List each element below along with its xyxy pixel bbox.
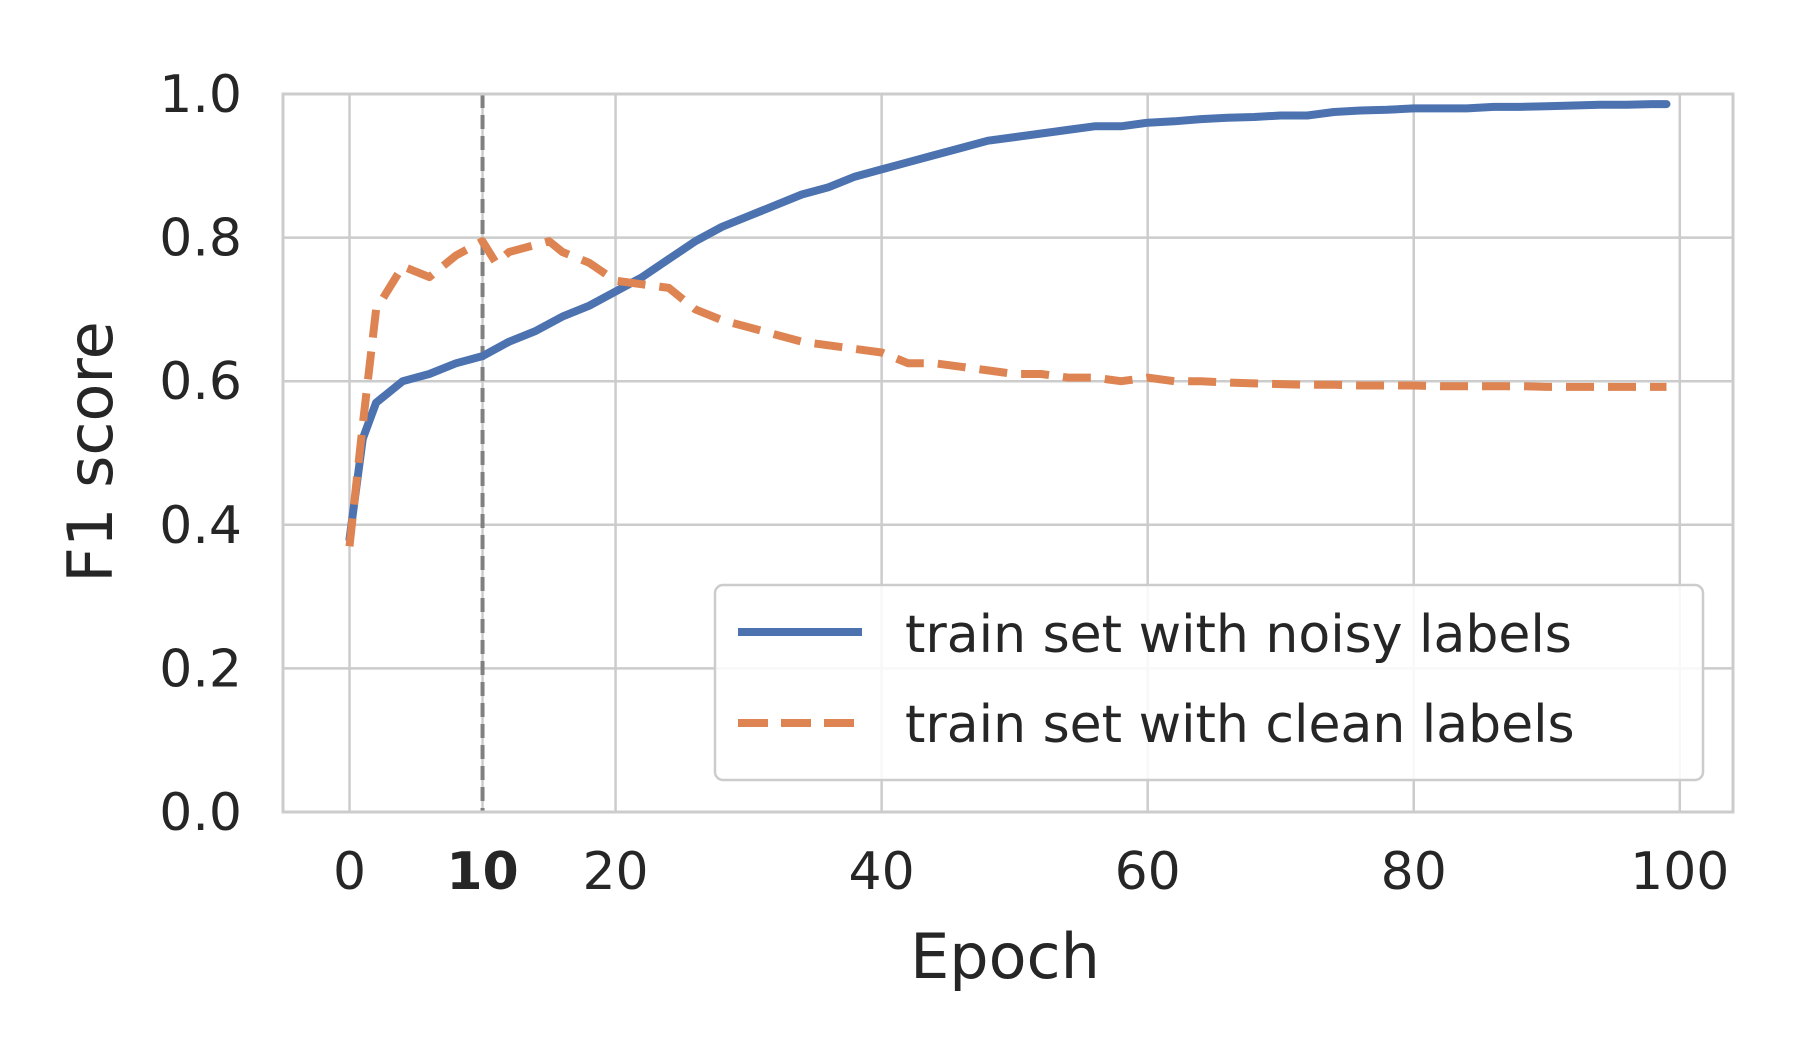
y-tick-label: 0.2 [159,639,242,699]
plot-frame [281,92,1735,814]
y-axis-label: F1 score [54,321,127,582]
x-tick-label: 20 [582,842,648,902]
x-tick-label: 100 [1630,842,1729,902]
x-tick-label: 40 [849,842,915,902]
legend-label-clean: train set with clean labels [905,695,1575,755]
x-tick-labels: 0 10 20 40 60 80 100 [333,842,1729,902]
series-lines [345,100,1671,547]
y-tick-label: 0.8 [159,209,242,269]
y-tick-labels: 0.0 0.2 0.4 0.6 0.8 1.0 [159,65,242,843]
x-axis-label: Epoch [910,920,1100,993]
x-tick-label: 60 [1115,842,1181,902]
y-tick-label: 0.6 [159,352,242,412]
legend-label-noisy: train set with noisy labels [905,605,1572,665]
x-tick-label: 80 [1381,842,1447,902]
series-line-1 [345,237,1667,547]
x-tick-label: 10 [446,842,518,902]
y-tick-label: 0.4 [159,496,242,556]
legend: train set with noisy labels train set wi… [713,583,1705,782]
x-tick-label: 0 [333,842,366,902]
y-tick-label: 1.0 [159,65,242,125]
y-tick-label: 0.0 [159,783,242,843]
series-line-0 [345,100,1671,544]
legend-box [713,583,1705,782]
